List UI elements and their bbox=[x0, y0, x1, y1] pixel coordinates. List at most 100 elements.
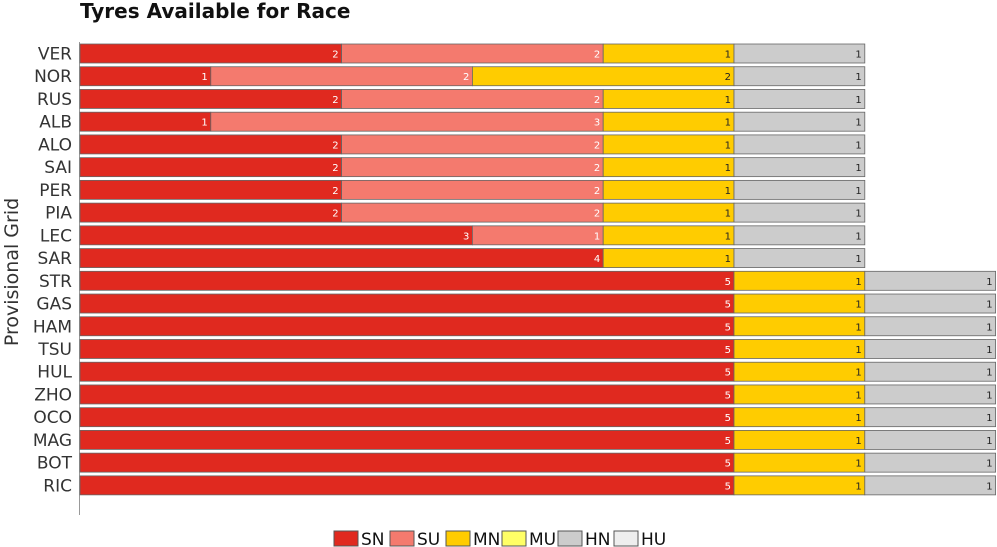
y-tick-label-tsu: TSU bbox=[37, 340, 72, 360]
data-label-mn-nor: 2 bbox=[725, 72, 731, 83]
data-label-sn-mag: 5 bbox=[725, 436, 731, 447]
bar-hn-gas bbox=[864, 293, 996, 314]
bar-hn-lec bbox=[733, 225, 866, 246]
data-label-hn-per: 1 bbox=[855, 186, 861, 197]
bar-sn-oco bbox=[79, 407, 735, 428]
bar-mn-ham bbox=[733, 316, 866, 337]
data-label-su-sai: 2 bbox=[594, 163, 600, 174]
legend-swatch-su bbox=[389, 530, 415, 547]
data-label-mn-zho: 1 bbox=[855, 390, 861, 401]
data-label-mn-str: 1 bbox=[855, 277, 861, 288]
data-label-sn-ric: 5 bbox=[725, 481, 731, 492]
bar-hn-sai bbox=[733, 157, 866, 178]
bar-hn-bot bbox=[864, 452, 996, 473]
bar-mn-bot bbox=[733, 452, 866, 473]
bar-hn-ver bbox=[733, 43, 866, 64]
legend-label-su: SU bbox=[417, 530, 440, 547]
data-label-hn-mag: 1 bbox=[986, 436, 992, 447]
data-label-sn-tsu: 5 bbox=[725, 345, 731, 356]
bar-hn-str bbox=[864, 270, 996, 291]
data-label-hn-pia: 1 bbox=[855, 209, 861, 220]
bar-mn-zho bbox=[733, 384, 866, 405]
data-label-mn-oco: 1 bbox=[855, 413, 861, 424]
legend-swatch-hn bbox=[557, 530, 583, 547]
data-label-mn-lec: 1 bbox=[725, 231, 731, 242]
bar-hn-alo bbox=[733, 134, 866, 155]
chart-title: Tyres Available for Race bbox=[80, 0, 350, 23]
y-tick-label-sar: SAR bbox=[37, 249, 72, 269]
data-label-mn-rus: 1 bbox=[725, 95, 731, 106]
bar-hn-rus bbox=[733, 89, 866, 109]
bar-sn-nor bbox=[79, 66, 212, 87]
data-label-sn-hul: 5 bbox=[725, 368, 731, 379]
bars-layer: 2 2 1 1 1 2 2 1 2 2 1 1 1 3 1 1 2 2 1 1 2 2 1 1 2 2 1 1 2 2 1 1 3 1 1 1 4 1 1 5… bbox=[79, 43, 996, 496]
data-label-hn-alo: 1 bbox=[855, 140, 861, 151]
data-label-mn-alb: 1 bbox=[725, 118, 731, 129]
y-tick-label-gas: GAS bbox=[36, 295, 72, 315]
bar-hn-alb bbox=[733, 111, 866, 132]
bar-su-pia bbox=[341, 202, 604, 223]
y-tick-label-sai: SAI bbox=[44, 158, 72, 178]
data-label-su-rus: 2 bbox=[594, 95, 600, 106]
data-label-hn-zho: 1 bbox=[986, 390, 992, 401]
y-tick-label-bot: BOT bbox=[37, 454, 73, 474]
bar-hn-oco bbox=[864, 407, 996, 428]
data-label-sn-alb: 1 bbox=[201, 118, 207, 129]
bar-sn-alo bbox=[79, 134, 343, 155]
data-label-sn-sar: 4 bbox=[594, 254, 600, 265]
data-label-sn-bot: 5 bbox=[725, 459, 731, 470]
y-tick-label-pia: PIA bbox=[45, 204, 72, 224]
data-label-hn-gas: 1 bbox=[986, 300, 992, 311]
bar-mn-str bbox=[733, 270, 866, 291]
y-tick-label-alb: ALB bbox=[39, 113, 72, 133]
bar-hn-tsu bbox=[864, 339, 996, 359]
data-label-hn-sai: 1 bbox=[855, 163, 861, 174]
data-label-mn-per: 1 bbox=[725, 186, 731, 197]
data-label-sn-gas: 5 bbox=[725, 300, 731, 311]
data-label-mn-bot: 1 bbox=[855, 459, 861, 470]
bar-sn-ham bbox=[79, 316, 735, 337]
data-label-hn-nor: 1 bbox=[855, 72, 861, 83]
data-label-hn-hul: 1 bbox=[986, 368, 992, 379]
y-tick-label-alo: ALO bbox=[38, 135, 72, 155]
bar-sn-hul bbox=[79, 361, 735, 382]
y-tick-label-oco: OCO bbox=[33, 408, 72, 428]
bar-mn-hul bbox=[733, 361, 866, 382]
bar-sn-alb bbox=[79, 111, 212, 132]
data-label-mn-ham: 1 bbox=[855, 322, 861, 333]
data-label-sn-lec: 3 bbox=[463, 231, 469, 242]
data-label-hn-ver: 1 bbox=[855, 50, 861, 61]
bar-hn-pia bbox=[733, 202, 866, 223]
data-label-hn-alb: 1 bbox=[855, 118, 861, 129]
data-label-sn-pia: 2 bbox=[332, 209, 338, 220]
y-tick-label-per: PER bbox=[39, 181, 72, 201]
legend-swatch-mn bbox=[445, 530, 471, 547]
bar-sn-ver bbox=[79, 43, 343, 64]
data-label-sn-nor: 1 bbox=[201, 72, 207, 83]
y-tick-label-mag: MAG bbox=[33, 431, 72, 451]
bar-su-sai bbox=[341, 157, 604, 178]
y-tick-label-lec: LEC bbox=[40, 226, 72, 246]
bar-sn-sar bbox=[79, 248, 604, 268]
data-label-sn-oco: 5 bbox=[725, 413, 731, 424]
bar-su-rus bbox=[341, 89, 604, 109]
bar-hn-nor bbox=[733, 66, 866, 87]
bar-mn-nor bbox=[471, 66, 735, 87]
bar-mn-oco bbox=[733, 407, 866, 428]
bar-sn-pia bbox=[79, 202, 343, 223]
data-label-su-lec: 1 bbox=[594, 231, 600, 242]
data-label-su-ver: 2 bbox=[594, 50, 600, 61]
bar-sn-per bbox=[79, 179, 343, 200]
data-label-sn-str: 5 bbox=[725, 277, 731, 288]
bar-hn-mag bbox=[864, 430, 996, 450]
data-label-hn-tsu: 1 bbox=[986, 345, 992, 356]
bar-mn-rus bbox=[602, 89, 735, 109]
bar-sn-rus bbox=[79, 89, 343, 109]
y-axis-title: Provisional Grid bbox=[1, 198, 23, 346]
bar-mn-ver bbox=[602, 43, 735, 64]
legend-label-sn: SN bbox=[361, 530, 385, 547]
y-tick-label-ham: HAM bbox=[33, 317, 72, 337]
bar-mn-sar bbox=[602, 248, 735, 268]
data-label-sn-rus: 2 bbox=[332, 95, 338, 106]
